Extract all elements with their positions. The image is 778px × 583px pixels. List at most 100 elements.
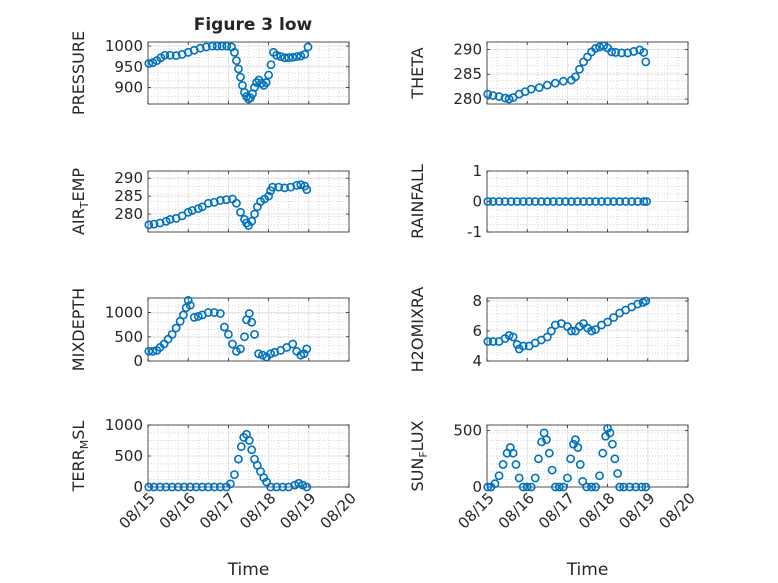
data-point (488, 91, 498, 100)
data-point (494, 92, 504, 101)
y-tick-label: 6 (472, 322, 482, 340)
data-point (209, 308, 219, 317)
data-point (542, 332, 552, 342)
data-point (144, 346, 154, 356)
data-point (567, 197, 576, 206)
data-point (246, 93, 255, 103)
data-point (625, 482, 635, 492)
data-point (171, 323, 181, 333)
x-tick-label: 08/17 (196, 489, 239, 532)
data-point (173, 482, 183, 492)
data-point (598, 448, 608, 458)
data-point (215, 196, 225, 205)
data-point (526, 84, 536, 94)
data-point (603, 317, 612, 327)
series-markers (483, 296, 651, 354)
y-tick-label: 285 (114, 187, 143, 205)
data-point (611, 48, 621, 57)
y-tick-label: 950 (114, 58, 143, 76)
data-point (230, 470, 239, 479)
series-markers (144, 41, 313, 104)
y-tick-label: 285 (453, 65, 482, 83)
data-point (488, 337, 498, 346)
data-point (148, 346, 158, 356)
data-point (203, 308, 213, 317)
data-point (144, 59, 154, 68)
data-point (171, 51, 181, 61)
y-axis-label: PRESSURE (69, 31, 88, 115)
x-tick-label: 08/19 (615, 489, 658, 532)
y-tick-label: 280 (114, 205, 143, 223)
data-point (504, 331, 514, 340)
data-point (608, 439, 617, 449)
data-point (591, 44, 600, 53)
data-point (183, 207, 193, 217)
data-point (247, 445, 257, 455)
data-point (508, 448, 518, 458)
data-point (514, 473, 524, 483)
data-point (637, 482, 647, 492)
y-tick-label: 4 (472, 352, 482, 370)
data-point (571, 72, 580, 82)
data-point (155, 482, 165, 492)
data-point (296, 180, 306, 190)
data-point (633, 197, 643, 206)
y-tick-label: 500 (453, 422, 482, 440)
data-point (193, 312, 203, 321)
data-point (524, 197, 534, 206)
data-point (160, 50, 170, 60)
data-point (591, 325, 600, 334)
figure-title: Figure 3 low (194, 15, 313, 35)
subplot-terr-msl: 0500100008/1508/1608/1708/1808/1908/20TE… (69, 416, 360, 580)
data-point (494, 197, 504, 206)
data-point (641, 57, 651, 67)
data-point (595, 471, 604, 481)
data-point (597, 197, 606, 206)
data-point (288, 339, 298, 349)
data-point (215, 482, 225, 492)
data-point (203, 482, 213, 492)
data-point (579, 197, 588, 206)
data-point (613, 469, 623, 478)
data-point (542, 80, 552, 90)
y-tick-label: -1 (467, 223, 482, 241)
data-point (247, 317, 257, 327)
data-point (302, 482, 312, 492)
data-point (595, 42, 604, 52)
y-axis-label: TERRMSL (69, 421, 91, 493)
data-point (261, 78, 271, 87)
y-axis-label: SUNFLUX (408, 420, 430, 491)
data-point (234, 454, 243, 464)
data-point (179, 482, 189, 492)
data-point (547, 465, 557, 475)
data-point (542, 435, 551, 445)
data-point (554, 482, 564, 492)
data-point (207, 41, 217, 51)
data-point (274, 182, 284, 192)
data-point (278, 482, 288, 492)
data-point (292, 180, 302, 190)
data-point (615, 482, 625, 492)
x-tick-label: 08/18 (575, 489, 618, 532)
data-point (185, 300, 195, 310)
series-markers (144, 180, 312, 230)
data-point (221, 195, 231, 205)
subplot-sun-flux: 050008/1508/1608/1708/1808/1908/20SUNFLU… (408, 420, 699, 580)
data-point (642, 197, 651, 206)
data-point (544, 448, 554, 458)
data-point (276, 52, 286, 61)
data-point (621, 197, 631, 206)
data-point (212, 41, 222, 51)
x-tick-label: 08/20 (317, 489, 360, 532)
data-point (209, 482, 219, 492)
data-point (165, 50, 175, 60)
data-point (223, 329, 233, 339)
data-point (575, 460, 585, 469)
data-point (641, 482, 651, 492)
axes-box (486, 297, 689, 362)
data-point (518, 341, 528, 351)
data-point (498, 460, 508, 469)
data-point (629, 47, 639, 56)
data-point (250, 83, 259, 92)
